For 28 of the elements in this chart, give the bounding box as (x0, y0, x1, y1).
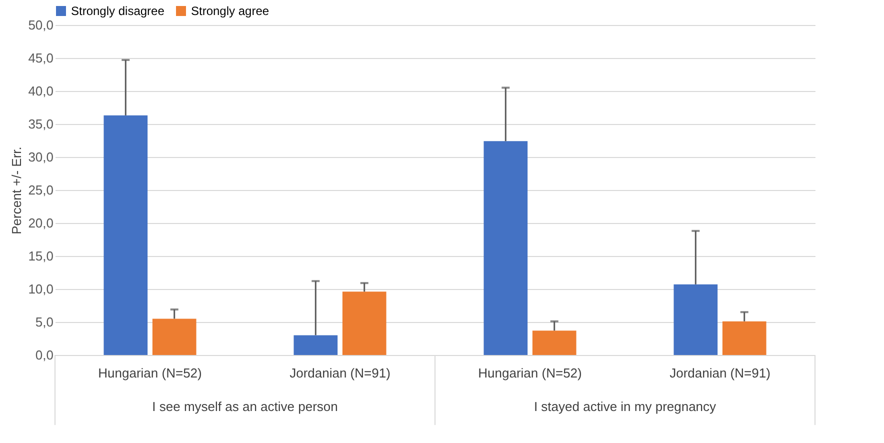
bar (294, 335, 338, 355)
bar (104, 115, 148, 355)
y-tick-label: 25,0 (28, 182, 54, 198)
y-tick-label: 15,0 (28, 248, 54, 264)
bar (532, 330, 576, 355)
x-tick-label: Hungarian (N=52) (478, 366, 582, 380)
legend-label: Strongly agree (191, 4, 270, 18)
legend-label: Strongly disagree (71, 4, 165, 18)
bar (152, 318, 196, 355)
bar (722, 321, 766, 355)
y-tick-label: 30,0 (28, 150, 54, 164)
y-tick-label: 10,0 (28, 282, 54, 296)
y-tick-label: 20,0 (28, 216, 54, 230)
x-tick-label: Hungarian (N=52) (98, 366, 202, 380)
y-tick-label: 5,0 (35, 314, 54, 330)
y-tick-label: 0,0 (35, 348, 54, 362)
bar (342, 292, 386, 355)
y-tick-label: 40,0 (28, 84, 54, 98)
y-tick-label: 50,0 (28, 18, 54, 32)
text: I stayed active in my pregnancy (534, 399, 717, 414)
bar (484, 141, 528, 355)
bar (674, 284, 718, 355)
y-axis-title: Percent +/- Err. (9, 146, 24, 234)
x-tick-label: Jordanian (N=91) (290, 366, 390, 380)
text: I see myself as an active person (152, 399, 338, 414)
x-tick-label: Jordanian (N=91) (670, 366, 770, 380)
y-tick-label: 35,0 (28, 116, 54, 132)
y-tick-label: 45,0 (28, 50, 54, 66)
